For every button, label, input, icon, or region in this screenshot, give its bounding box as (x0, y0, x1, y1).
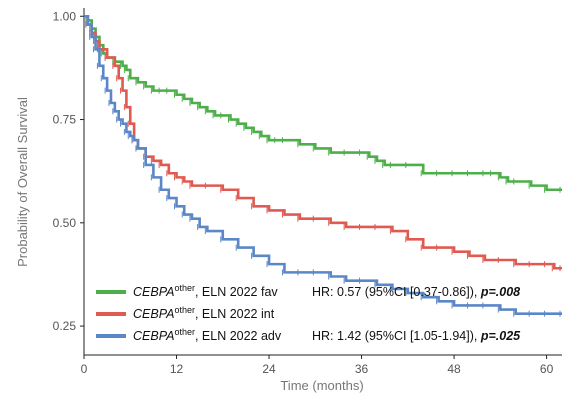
legend-label: CEBPAother, ELN 2022 int (133, 305, 275, 321)
y-tick-label: 0.50 (53, 216, 77, 230)
survival-curve-0 (84, 14, 562, 192)
legend-label: CEBPAother, ELN 2022 fav (133, 283, 278, 299)
legend-item-0: CEBPAother, ELN 2022 fav HR: 0.57 (95%CI … (96, 283, 520, 299)
x-axis-title: Time (months) (280, 378, 363, 393)
x-tick-label: 0 (81, 362, 88, 376)
y-tick-label: 0.25 (53, 319, 77, 333)
legend-group: , ELN 2022 int (195, 307, 275, 321)
y-tick-label: 1.00 (53, 9, 77, 23)
survival-curve-2 (84, 14, 562, 315)
legend-gene: CEBPA (133, 307, 174, 321)
legend-superscript: other (174, 283, 195, 293)
legend-hr: HR: 1.42 (95%CI [1.05-1.94]), (312, 329, 481, 343)
y-tick-label: 0.75 (53, 113, 77, 127)
legend-stats: HR: 0.57 (95%CI [0.37-0.86]), p=.008 (312, 285, 520, 299)
legend-p-value: p=.025 (480, 329, 521, 343)
legend-hr: HR: 0.57 (95%CI [0.37-0.86]), (312, 285, 481, 299)
x-tick-label: 36 (355, 362, 369, 376)
legend-p-value: p=.008 (480, 285, 520, 299)
legend: CEBPAother, ELN 2022 fav HR: 0.57 (95%CI … (96, 283, 521, 343)
legend-superscript: other (174, 305, 195, 315)
y-ticks: 0.25 0.50 0.75 1.00 (53, 9, 84, 333)
y-axis-title: Probability of Overall Survival (15, 97, 30, 267)
series-0 (84, 14, 562, 193)
axes (83, 8, 562, 356)
legend-group: , ELN 2022 adv (195, 329, 282, 343)
series-1 (84, 14, 562, 272)
legend-group: , ELN 2022 fav (195, 285, 278, 299)
legend-gene: CEBPA (133, 285, 174, 299)
legend-item-2: CEBPAother, ELN 2022 adv HR: 1.42 (95%CI … (96, 327, 521, 343)
legend-label: CEBPAother, ELN 2022 adv (133, 327, 282, 343)
legend-item-1: CEBPAother, ELN 2022 int (96, 305, 275, 321)
legend-gene: CEBPA (133, 329, 174, 343)
legend-superscript: other (174, 327, 195, 337)
x-ticks: 0 12 24 36 48 60 (81, 355, 554, 376)
x-tick-label: 60 (540, 362, 554, 376)
legend-stats: HR: 1.42 (95%CI [1.05-1.94]), p=.025 (312, 329, 521, 343)
survival-curve-1 (84, 14, 562, 270)
series-2 (84, 14, 562, 317)
x-tick-label: 24 (262, 362, 276, 376)
series-layer (84, 14, 562, 317)
x-tick-label: 48 (447, 362, 461, 376)
x-tick-label: 12 (170, 362, 184, 376)
